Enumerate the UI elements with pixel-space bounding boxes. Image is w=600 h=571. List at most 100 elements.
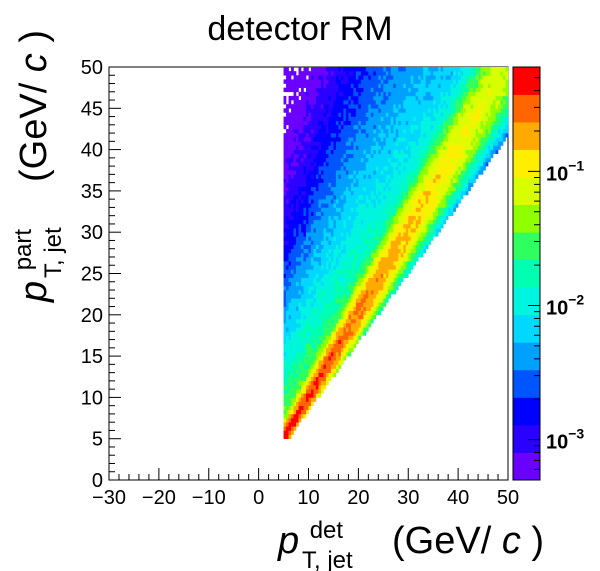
heatmap-cell <box>301 145 304 150</box>
heatmap-cell <box>293 161 297 167</box>
heatmap-cell <box>353 335 357 340</box>
heatmap-cell <box>465 153 469 159</box>
heatmap-cell <box>318 372 322 378</box>
heatmap-cell <box>315 215 319 221</box>
heatmap-cell <box>340 339 344 345</box>
heatmap-cell <box>298 120 302 126</box>
heatmap-cell <box>298 401 302 406</box>
heatmap-cell <box>380 261 384 266</box>
heatmap-cell <box>315 190 319 196</box>
heatmap-cell <box>440 87 444 93</box>
heatmap-cell <box>403 186 407 192</box>
heatmap-cell <box>330 261 334 266</box>
heatmap-cell <box>340 265 344 270</box>
heatmap-cell <box>410 182 414 188</box>
heatmap-cell <box>360 178 364 183</box>
heatmap-cell <box>338 343 342 349</box>
heatmap-cell <box>288 240 292 245</box>
heatmap-cell <box>310 318 314 324</box>
heatmap-cell <box>395 228 399 233</box>
heatmap-cell <box>468 108 471 113</box>
heatmap-cell <box>286 380 289 386</box>
heatmap-cell <box>340 244 344 250</box>
heatmap-cell <box>425 232 429 237</box>
heatmap-cell <box>296 351 299 357</box>
heatmap-cell <box>335 112 339 117</box>
heatmap-cell <box>288 203 292 208</box>
heatmap-cell <box>298 174 302 179</box>
heatmap-cell <box>478 83 481 88</box>
heatmap-cell <box>485 133 489 138</box>
heatmap-cell <box>495 137 499 142</box>
heatmap-cell <box>348 223 352 229</box>
heatmap-cell <box>458 108 461 113</box>
heatmap-cell <box>313 331 317 336</box>
heatmap-cell <box>355 277 359 283</box>
heatmap-cell <box>380 199 384 204</box>
heatmap-cell <box>480 71 484 76</box>
heatmap-cell <box>325 166 329 171</box>
heatmap-cell <box>365 170 369 175</box>
heatmap-cell <box>353 323 357 328</box>
heatmap-cell <box>291 380 294 386</box>
heatmap-cell <box>310 277 314 283</box>
heatmap-cell <box>340 343 344 349</box>
heatmap-cell <box>288 397 292 402</box>
heatmap-cell <box>286 161 289 167</box>
heatmap-cell <box>291 178 294 183</box>
heatmap-cell <box>363 327 367 332</box>
heatmap-cell <box>310 389 314 394</box>
heatmap-cell <box>453 67 456 72</box>
heatmap-cell <box>283 306 287 311</box>
heatmap-cell <box>438 108 441 113</box>
heatmap-cell <box>355 157 359 163</box>
heatmap-cell <box>306 100 309 105</box>
heatmap-cell <box>286 314 289 320</box>
heatmap-cell <box>345 294 349 299</box>
heatmap-cell <box>293 108 297 113</box>
heatmap-cell <box>343 252 347 258</box>
heatmap-cell <box>291 327 294 332</box>
heatmap-cell <box>283 228 287 233</box>
heatmap-cell <box>493 120 496 126</box>
heatmap-cell <box>433 182 436 188</box>
heatmap-cell <box>398 174 402 179</box>
heatmap-cell <box>315 389 319 394</box>
heatmap-cell <box>373 252 377 258</box>
heatmap-cell <box>365 161 369 167</box>
heatmap-cell <box>340 67 344 72</box>
heatmap-cell <box>413 244 417 250</box>
heatmap-cell <box>328 310 332 316</box>
heatmap-cell <box>443 87 446 93</box>
heatmap-cell <box>315 120 319 126</box>
heatmap-cell <box>310 223 314 229</box>
heatmap-cell <box>308 120 312 126</box>
heatmap-cell <box>303 128 307 134</box>
heatmap-cell <box>293 261 297 266</box>
heatmap-cell <box>323 265 327 270</box>
heatmap-cell <box>286 347 289 353</box>
heatmap-cell <box>498 100 501 105</box>
heatmap-cell <box>405 95 409 101</box>
heatmap-cell <box>338 190 342 196</box>
heatmap-cell <box>348 306 352 311</box>
heatmap-cell <box>328 203 332 208</box>
heatmap-cell <box>388 137 392 142</box>
heatmap-cell <box>408 248 412 254</box>
heatmap-cell <box>298 161 302 167</box>
heatmap-cell <box>478 112 481 117</box>
heatmap-cell <box>455 83 459 88</box>
heatmap-cell <box>433 215 436 221</box>
heatmap-cell <box>308 174 312 179</box>
heatmap-cell <box>403 178 407 183</box>
heatmap-cell <box>498 133 501 138</box>
heatmap-cell <box>415 199 419 204</box>
heatmap-cell <box>410 228 414 233</box>
heatmap-cell <box>498 79 501 84</box>
heatmap-cell <box>350 104 354 109</box>
y-tick-label: 45 <box>81 98 103 120</box>
heatmap-cell <box>335 170 339 175</box>
heatmap-cell <box>306 137 309 142</box>
heatmap-cell <box>415 219 419 225</box>
heatmap-cell <box>498 95 501 101</box>
